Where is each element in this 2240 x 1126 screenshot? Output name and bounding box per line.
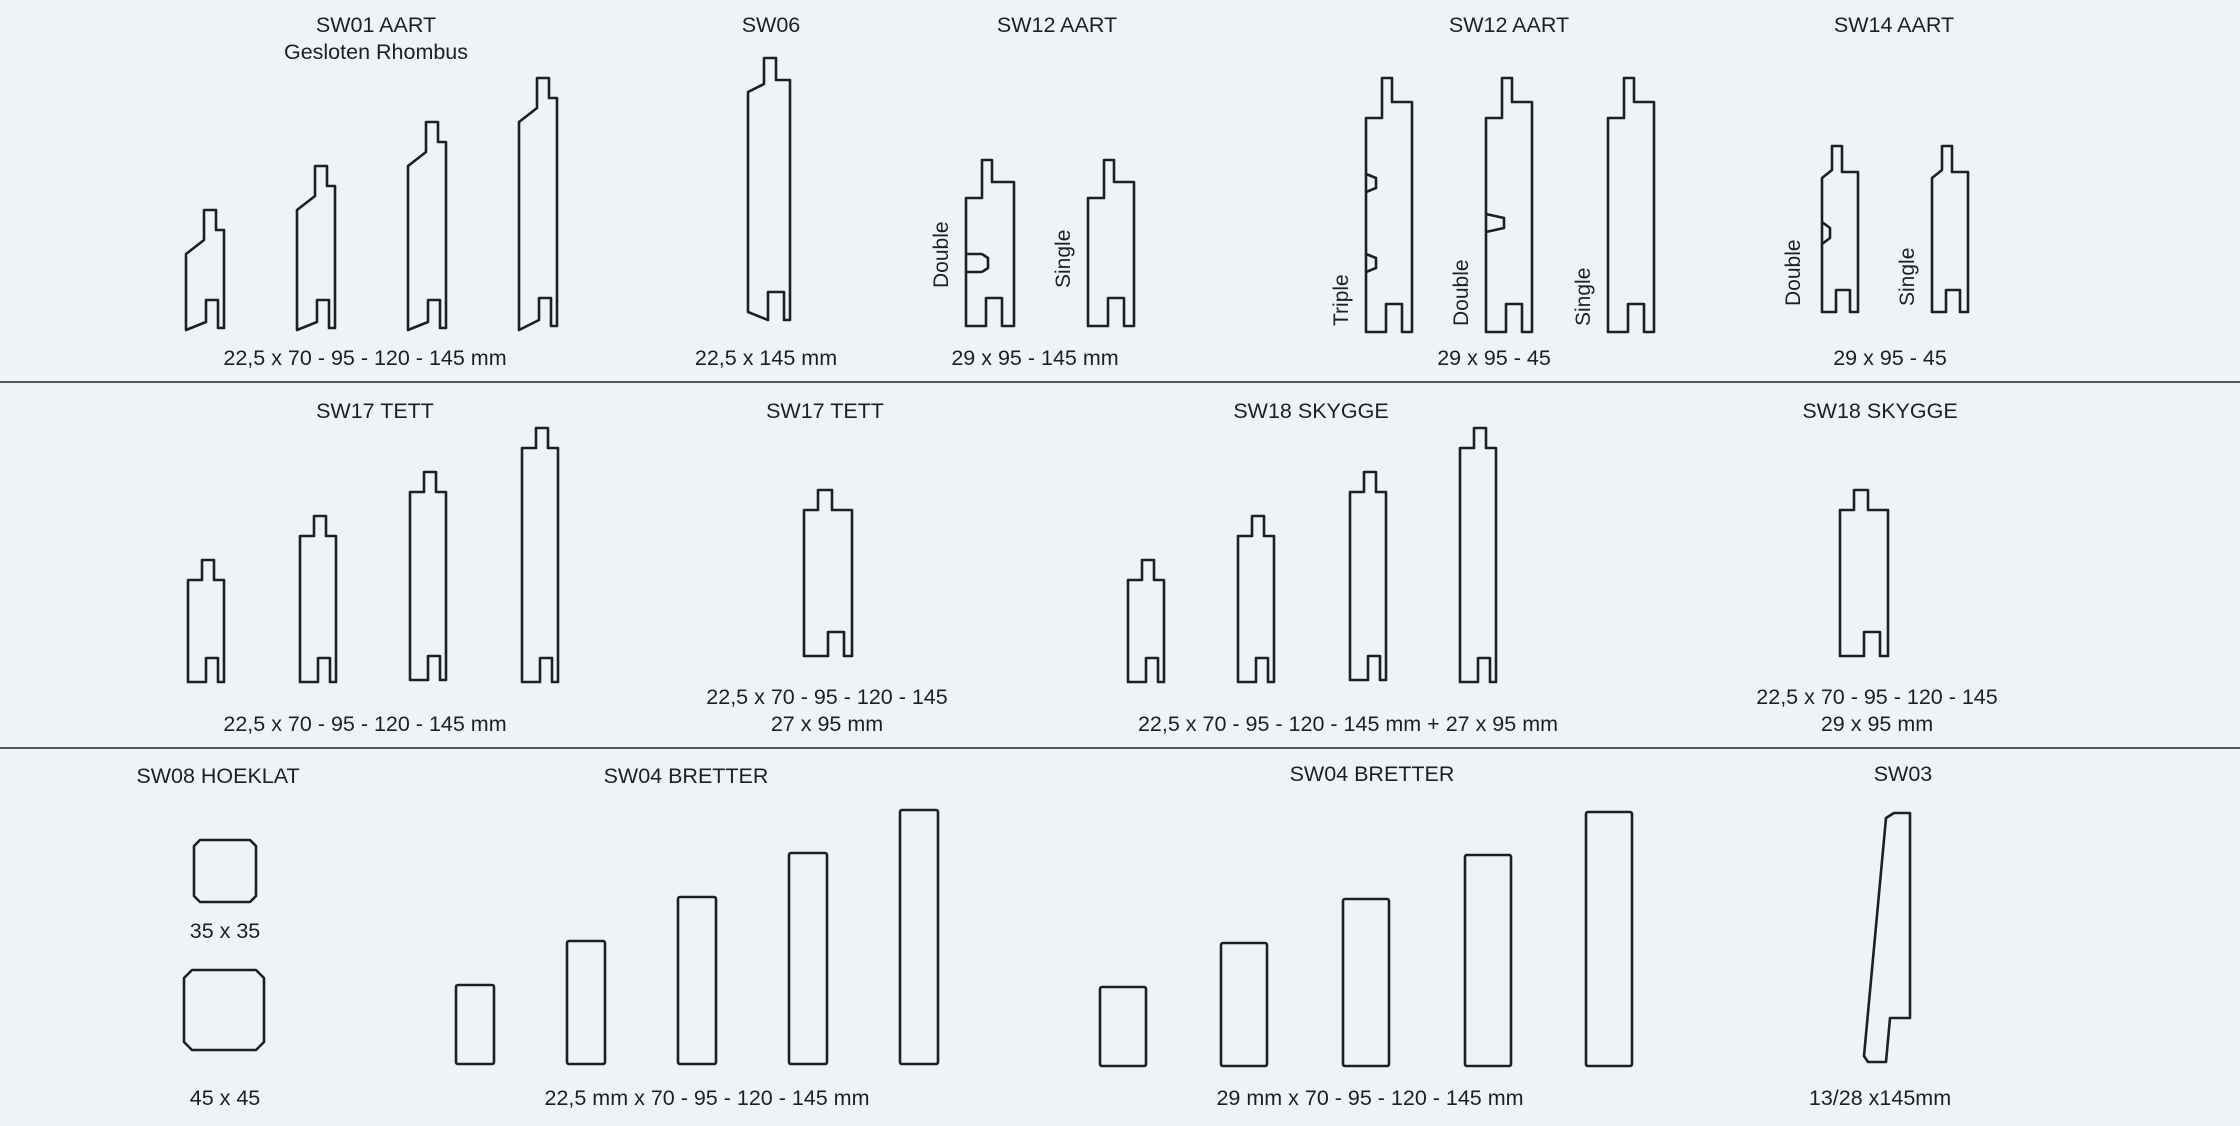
sw01-title: SW01 AART xyxy=(315,13,437,37)
sw03-profile xyxy=(1862,811,1912,1064)
sw14-dimensions: 29 x 95 - 45 xyxy=(1833,346,1947,370)
sw12a-label-double: Double xyxy=(930,221,953,288)
sw18b-dimensions: 22,5 x 70 - 95 - 120 - 145 xyxy=(1756,685,1998,709)
sw14-profile-single xyxy=(1930,144,1970,314)
sw17b-title: SW17 TETT xyxy=(766,399,884,423)
sw04b-board-145 xyxy=(1463,853,1513,1068)
sw12b-dimensions: 29 x 95 - 45 xyxy=(1437,346,1551,370)
sw18a-title: SW18 SKYGGE xyxy=(1233,399,1389,423)
sw14-label-single: Single xyxy=(1896,248,1919,306)
sw04b-board-170 xyxy=(1584,810,1634,1068)
sw04b-board-95 xyxy=(1219,941,1269,1068)
sw12a-dimensions: 29 x 95 - 145 mm xyxy=(951,346,1119,370)
sw03-title: SW03 xyxy=(1873,762,1933,786)
sw01-subtitle: Gesloten Rhombus xyxy=(283,40,469,64)
sw12a-profile-single xyxy=(1086,158,1136,328)
sw12a-profile-double xyxy=(964,158,1016,328)
sw17b-profile xyxy=(802,488,854,658)
sw18b-title: SW18 SKYGGE xyxy=(1802,399,1958,423)
sw18a-profile-145 xyxy=(1458,426,1498,684)
sw14-label-double: Double xyxy=(1782,239,1805,306)
sw01-profile-120 xyxy=(406,120,448,332)
sw01-dimensions: 22,5 x 70 - 95 - 120 - 145 mm xyxy=(223,346,507,370)
sw04b-title: SW04 BRETTER xyxy=(1289,762,1455,786)
sw17b-dimensions-2: 27 x 95 mm xyxy=(770,712,884,736)
sw14-title: SW14 AART xyxy=(1833,13,1955,37)
sw01-profile-145 xyxy=(517,76,559,332)
sw04a-board-95 xyxy=(565,939,607,1066)
row-divider-2 xyxy=(0,747,2240,749)
sw04a-title: SW04 BRETTER xyxy=(603,764,769,788)
sw17a-dimensions: 22,5 x 70 - 95 - 120 - 145 mm xyxy=(223,712,507,736)
sw12b-profile-single xyxy=(1606,76,1656,334)
sw04a-dimensions: 22,5 mm x 70 - 95 - 120 - 145 mm xyxy=(544,1086,870,1110)
sw04a-board-120 xyxy=(676,895,718,1066)
sw04a-board-70 xyxy=(454,983,496,1066)
sw03-dimensions: 13/28 x145mm xyxy=(1808,1086,1952,1110)
sw18a-profile-70 xyxy=(1126,558,1166,684)
sw04b-board-120 xyxy=(1341,897,1391,1068)
sw17a-profile-145 xyxy=(520,426,560,684)
sw01-profile-70 xyxy=(184,208,226,332)
sw12b-label-double: Double xyxy=(1450,259,1473,326)
sw18a-dimensions: 22,5 x 70 - 95 - 120 - 145 mm + 27 x 95 … xyxy=(1137,712,1559,736)
sw06-profile xyxy=(746,56,792,322)
sw12a-title: SW12 AART xyxy=(996,13,1118,37)
sw17a-title: SW17 TETT xyxy=(316,399,434,423)
sw12b-label-triple: Triple xyxy=(1330,274,1353,326)
sw04a-board-170 xyxy=(898,808,940,1066)
sw04a-board-145 xyxy=(787,851,829,1066)
sw14-profile-double xyxy=(1820,144,1860,314)
sw04b-dimensions: 29 mm x 70 - 95 - 120 - 145 mm xyxy=(1216,1086,1524,1110)
sw12b-profile-triple xyxy=(1364,76,1414,334)
sw18a-profile-95 xyxy=(1236,514,1276,684)
sw06-dimensions: 22,5 x 145 mm xyxy=(694,346,838,370)
sw04b-board-70 xyxy=(1098,985,1148,1068)
sw08-profile-35 xyxy=(192,838,258,904)
sw17a-profile-70 xyxy=(186,558,226,684)
sw12b-title: SW12 AART xyxy=(1448,13,1570,37)
sw01-profile-95 xyxy=(295,164,337,332)
sw18b-profile xyxy=(1838,488,1890,658)
sw17b-dimensions: 22,5 x 70 - 95 - 120 - 145 xyxy=(706,685,948,709)
row-divider-1 xyxy=(0,381,2240,383)
sw08-size-small: 35 x 35 xyxy=(189,919,261,943)
sw12b-label-single: Single xyxy=(1572,268,1595,326)
sw12b-profile-double xyxy=(1484,76,1534,334)
sw17a-profile-120 xyxy=(408,470,448,682)
sw08-size-large: 45 x 45 xyxy=(189,1086,261,1110)
sw17a-profile-95 xyxy=(298,514,338,684)
sw12a-label-single: Single xyxy=(1052,230,1075,288)
sw18a-profile-120 xyxy=(1348,470,1388,682)
sw18b-dimensions-2: 29 x 95 mm xyxy=(1820,712,1934,736)
sw08-profile-45 xyxy=(182,968,266,1052)
sw06-title: SW06 xyxy=(741,13,801,37)
sw08-title: SW08 HOEKLAT xyxy=(136,764,300,788)
